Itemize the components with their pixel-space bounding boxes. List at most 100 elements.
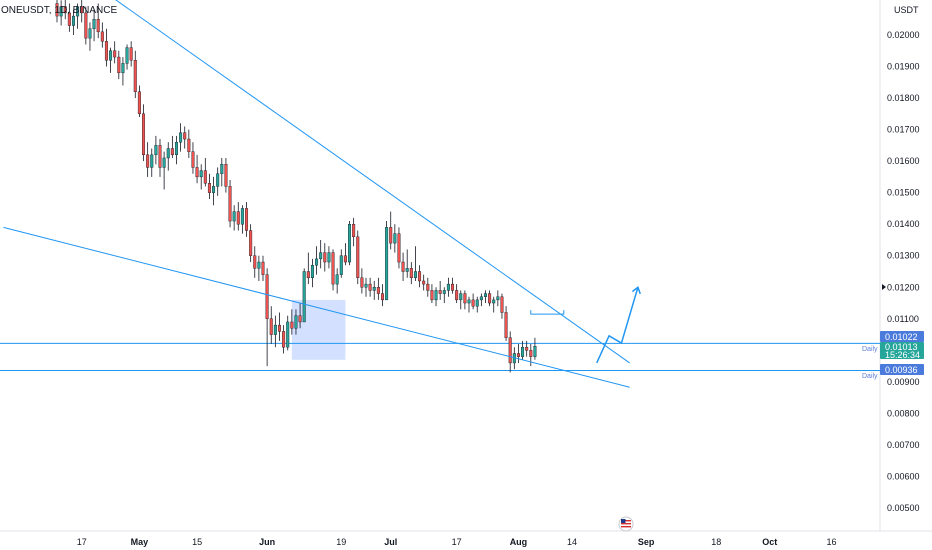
- projection-path[interactable]: [596, 287, 639, 364]
- candle[interactable]: [463, 290, 467, 310]
- candle[interactable]: [442, 287, 446, 304]
- candle[interactable]: [430, 284, 434, 304]
- candle[interactable]: [323, 243, 327, 272]
- candle[interactable]: [479, 293, 483, 307]
- candle[interactable]: [67, 3, 71, 32]
- candle[interactable]: [183, 126, 187, 149]
- candle[interactable]: [451, 277, 455, 294]
- us-flag-event-icon[interactable]: [618, 516, 634, 532]
- candle[interactable]: [385, 221, 389, 301]
- candle[interactable]: [348, 221, 352, 266]
- candle[interactable]: [294, 309, 298, 335]
- candle[interactable]: [372, 280, 376, 300]
- candle[interactable]: [240, 205, 244, 234]
- candle[interactable]: [315, 246, 319, 275]
- candle[interactable]: [290, 309, 294, 335]
- candle[interactable]: [364, 277, 368, 297]
- candle[interactable]: [133, 50, 137, 99]
- candle[interactable]: [401, 252, 405, 281]
- symbol-title[interactable]: ONEUSDT, 1D, BINANCE: [1, 5, 117, 16]
- candle[interactable]: [261, 255, 265, 281]
- candle[interactable]: [195, 154, 199, 184]
- candle[interactable]: [319, 239, 323, 269]
- candle[interactable]: [302, 268, 306, 323]
- candle[interactable]: [277, 312, 281, 341]
- candle[interactable]: [389, 211, 393, 250]
- candle[interactable]: [376, 277, 380, 300]
- candle[interactable]: [129, 41, 133, 67]
- candle[interactable]: [236, 202, 240, 231]
- candle[interactable]: [368, 277, 372, 297]
- candle[interactable]: [88, 22, 92, 51]
- candle[interactable]: [422, 274, 426, 291]
- candle[interactable]: [446, 277, 450, 297]
- candle[interactable]: [113, 41, 117, 64]
- candle[interactable]: [220, 157, 224, 187]
- candle[interactable]: [96, 3, 100, 39]
- candle[interactable]: [405, 249, 409, 278]
- highlight-zone[interactable]: [291, 299, 346, 360]
- candle[interactable]: [500, 293, 504, 319]
- candle[interactable]: [418, 265, 422, 288]
- candle[interactable]: [393, 224, 397, 253]
- candle[interactable]: [471, 293, 475, 310]
- candle[interactable]: [179, 123, 183, 152]
- candle[interactable]: [298, 303, 302, 329]
- candle[interactable]: [397, 227, 401, 269]
- candle[interactable]: [104, 28, 108, 67]
- candle[interactable]: [426, 277, 430, 297]
- candle[interactable]: [306, 252, 310, 285]
- candle[interactable]: [525, 340, 529, 357]
- candle[interactable]: [413, 246, 417, 281]
- candle[interactable]: [380, 284, 384, 307]
- candle[interactable]: [142, 104, 146, 162]
- candle[interactable]: [286, 315, 290, 351]
- upper-trendline[interactable]: [94, 0, 630, 364]
- currency-label[interactable]: USDT: [894, 5, 919, 15]
- candle[interactable]: [249, 224, 253, 263]
- candle[interactable]: [331, 249, 335, 291]
- candle[interactable]: [335, 268, 339, 294]
- candle[interactable]: [516, 344, 520, 363]
- candle[interactable]: [265, 268, 269, 367]
- candle[interactable]: [146, 142, 150, 177]
- candle[interactable]: [475, 296, 479, 313]
- candle[interactable]: [310, 258, 314, 288]
- candle[interactable]: [455, 284, 459, 304]
- candle[interactable]: [343, 243, 347, 266]
- candle[interactable]: [137, 85, 141, 117]
- candle[interactable]: [492, 296, 496, 313]
- candle[interactable]: [483, 290, 487, 304]
- candle[interactable]: [84, 6, 88, 45]
- candle[interactable]: [203, 157, 207, 187]
- candle[interactable]: [269, 306, 273, 345]
- candle[interactable]: [158, 139, 162, 177]
- candle[interactable]: [409, 262, 413, 285]
- candle[interactable]: [174, 135, 178, 165]
- candle[interactable]: [467, 296, 471, 313]
- candle[interactable]: [59, 0, 63, 26]
- candle[interactable]: [216, 167, 220, 196]
- candle[interactable]: [92, 9, 96, 42]
- candle[interactable]: [232, 205, 236, 231]
- candle[interactable]: [521, 340, 525, 360]
- candle[interactable]: [438, 280, 442, 300]
- candle[interactable]: [327, 246, 331, 269]
- candle[interactable]: [356, 230, 360, 285]
- candle[interactable]: [212, 176, 216, 206]
- lower-trendline[interactable]: [3, 226, 630, 388]
- range-bracket[interactable]: [530, 310, 565, 315]
- candle[interactable]: [434, 287, 438, 307]
- candle[interactable]: [187, 129, 191, 158]
- candle[interactable]: [199, 164, 203, 190]
- candle[interactable]: [257, 255, 261, 281]
- candle[interactable]: [63, 0, 67, 20]
- candle[interactable]: [496, 290, 500, 307]
- candle[interactable]: [228, 180, 232, 228]
- candle[interactable]: [224, 157, 228, 193]
- candle[interactable]: [352, 217, 356, 247]
- candle[interactable]: [253, 246, 257, 278]
- candle[interactable]: [529, 344, 533, 367]
- candle[interactable]: [459, 290, 463, 310]
